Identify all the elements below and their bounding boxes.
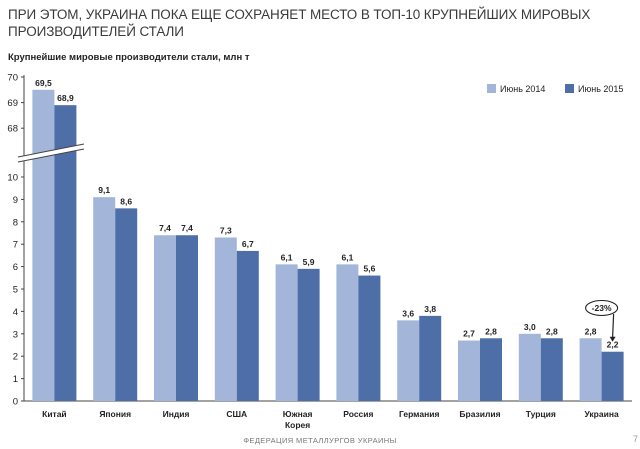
annotation-arrow [612,313,615,338]
bar [419,315,442,401]
y-tick-label: 69 [7,98,18,109]
y-tick-label: 3 [13,329,18,340]
data-label: 9,1 [98,185,110,195]
bar [214,237,237,401]
x-tick-label: Южная [283,409,313,419]
y-tick-label: 5 [13,285,18,296]
x-tick-label: Китай [42,409,67,419]
legend-label: Июнь 2015 [578,84,623,94]
data-label: 6,7 [242,239,254,249]
data-label: 2,8 [546,326,558,336]
slide-title: ПРИ ЭТОМ, УКРАИНА ПОКА ЕЩЕ СОХРАНЯЕТ МЕС… [8,7,591,39]
data-label: 5,9 [303,257,315,267]
data-label: 6,1 [281,252,293,262]
y-tick-label: 68 [7,124,18,135]
y-tick-label: 2 [13,352,18,363]
data-label: 3,8 [424,304,436,314]
y-tick-label: 8 [13,217,18,228]
bar [115,208,138,401]
y-tick-label: 4 [13,307,18,318]
data-label: 7,4 [159,223,171,233]
data-label: 7,4 [181,223,193,233]
bar [176,235,198,401]
y-tick-label: 9 [13,195,18,206]
data-label: 69,5 [35,78,52,88]
data-label: 2,8 [485,326,497,336]
axis-break-line [17,148,85,163]
bar [579,338,602,401]
bar [458,340,480,401]
data-label: 5,6 [363,264,375,274]
bar [93,197,116,401]
bar [154,235,176,401]
y-tick-label: 0 [13,397,18,408]
bar [275,264,298,401]
x-tick-label: Украина [584,409,618,419]
bar [358,275,381,401]
bar [397,320,420,401]
data-label: 2,7 [463,329,475,339]
bar [601,351,624,401]
x-tick-label: Япония [99,409,131,419]
x-tick-label: Корея [285,420,310,430]
data-label: 8,6 [120,196,132,206]
x-tick-label: Индия [163,409,190,419]
bar [236,250,259,401]
y-tick-label: 10 [7,173,18,184]
x-tick-label: Германия [399,409,439,419]
data-label: 3,0 [524,322,536,332]
y-tick-label: 1 [13,374,18,385]
bar [336,264,359,401]
x-tick-label: Турция [526,409,556,419]
footer-text: ФЕДЕРАЦИЯ МЕТАЛЛУРГОВ УКРАИНЫ [243,436,397,445]
bar [32,89,55,402]
y-tick-label: 7 [13,240,18,251]
bar [518,333,541,401]
y-tick-label: 6 [13,262,18,273]
data-label: 68,9 [57,93,74,103]
annotation-arrowhead [609,336,616,342]
data-label: 2,8 [585,326,597,336]
page-number: 7 [632,434,638,444]
bar [540,338,563,401]
legend-swatch [487,84,496,93]
bar [54,105,77,401]
y-tick-label: 70 [7,73,18,84]
axis-break-line [17,143,85,158]
axis-break-gap [18,144,84,162]
change-annotation-badge [585,299,619,317]
legend-label: Июнь 2014 [500,84,545,94]
data-label: 2,2 [607,340,619,350]
data-label: 3,6 [402,308,414,318]
x-tick-label: Бразилия [459,409,500,419]
x-tick-label: США [226,409,247,419]
legend-swatch [565,84,574,93]
change-annotation-text: -23% [592,303,612,313]
bar [480,338,502,401]
data-label: 7,3 [220,225,232,235]
bar [297,268,320,401]
chart-title: Крупнейшие мировые производители стали, … [8,52,250,63]
x-tick-label: Россия [343,409,373,419]
data-label: 6,1 [341,252,353,262]
